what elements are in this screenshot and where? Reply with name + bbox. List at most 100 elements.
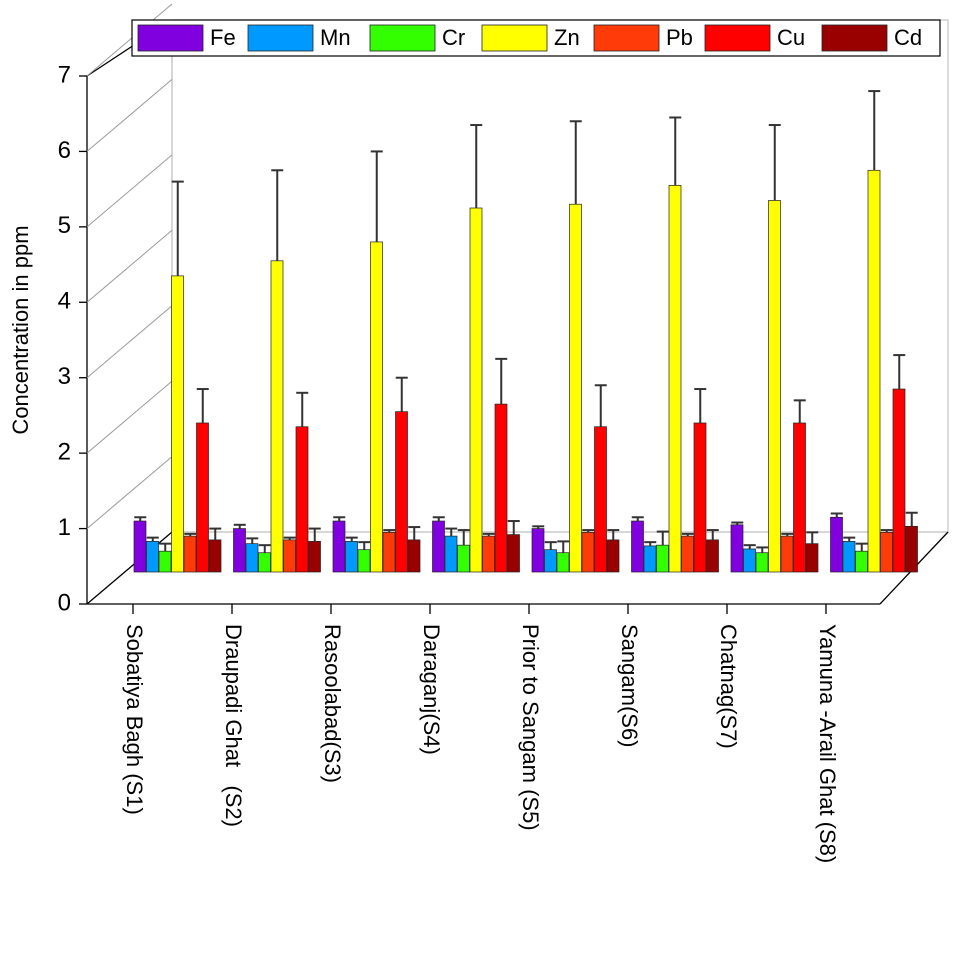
- category-label: Sobatiya Bagh (S1): [122, 624, 147, 815]
- category-label: Prior to Sangam (S5): [518, 624, 543, 831]
- bar-zn: [867, 169, 881, 573]
- bar-cr: [656, 544, 669, 573]
- x-axis-ticks: [132, 604, 827, 614]
- category-label: Rasoolabad(S3): [320, 624, 345, 783]
- bar-cu: [793, 422, 806, 573]
- bar-fe: [432, 520, 445, 573]
- bar-cu: [196, 422, 209, 573]
- bar-cd: [805, 543, 819, 573]
- bar-cu: [395, 411, 408, 573]
- bar-cu: [892, 388, 906, 573]
- legend-swatch-fe: [137, 24, 204, 52]
- category-label: Daraganj(S4): [419, 624, 444, 755]
- bar-mn: [842, 541, 856, 573]
- bar-pb: [780, 535, 794, 573]
- bar-zn: [469, 207, 483, 573]
- bar-pb: [283, 539, 296, 573]
- bar-cr: [556, 552, 570, 573]
- legend-label-cr: Cr: [442, 25, 465, 50]
- bar-mn: [643, 545, 657, 573]
- category-label: Sangam(S6): [617, 624, 642, 748]
- bar-cd: [606, 539, 620, 573]
- legend-label-pb: Pb: [666, 25, 693, 50]
- y-tick-label: 3: [58, 363, 71, 390]
- bar-fe: [233, 528, 246, 573]
- bar-cr: [457, 544, 470, 573]
- gridline: [86, 154, 173, 228]
- legend-swatch-cd: [821, 24, 888, 52]
- bars-group: [133, 90, 918, 573]
- legend-swatch-cr: [369, 24, 436, 52]
- bar-pb: [183, 535, 197, 573]
- bar-pb: [880, 531, 893, 573]
- gridline: [86, 456, 173, 529]
- y-tick-label: 6: [58, 137, 71, 164]
- bar-pb: [681, 535, 694, 573]
- bar-mn: [345, 541, 358, 573]
- bar-cd: [507, 534, 520, 573]
- legend-label-cd: Cd: [894, 25, 922, 50]
- y-tick-label: 1: [58, 514, 71, 541]
- y-axis-title: Concentration in ppm: [8, 225, 33, 434]
- bar-cr: [357, 549, 371, 573]
- bar-zn: [171, 275, 184, 573]
- bar-mn: [743, 548, 756, 573]
- bar-fe: [133, 520, 147, 573]
- gridline: [86, 380, 173, 454]
- bar-fe: [332, 520, 346, 573]
- bar-cd: [706, 539, 719, 573]
- legend-label-cu: Cu: [777, 25, 805, 50]
- bar-cd: [308, 541, 321, 573]
- gridline: [86, 229, 173, 303]
- bar-cu: [295, 426, 309, 573]
- bar-pb: [581, 531, 595, 573]
- bar-zn: [370, 241, 383, 573]
- gridline: [86, 3, 173, 77]
- bar-cr: [158, 550, 172, 573]
- legend-label-zn: Zn: [554, 25, 580, 50]
- diagonal-gridlines: [86, 3, 173, 529]
- bar-mn: [444, 535, 458, 573]
- bar-fe: [631, 520, 644, 573]
- bar-cr: [855, 550, 868, 573]
- bar-cu: [494, 403, 508, 573]
- gridline: [86, 79, 173, 152]
- bar-mn: [146, 541, 159, 573]
- y-tick-label: 4: [58, 288, 71, 315]
- bar-cr: [755, 552, 769, 573]
- category-labels: Sobatiya Bagh (S1) Draupadi Ghat (S2) Raso…: [122, 624, 840, 863]
- bar-pb: [382, 531, 396, 573]
- back-wall: [171, 19, 949, 533]
- bar-pb: [482, 535, 495, 573]
- bar-mn: [245, 543, 259, 573]
- bar-cu: [693, 422, 707, 573]
- legend-swatch-zn: [481, 24, 548, 52]
- category-label: Yamuna -Arail Ghat (S8): [815, 624, 840, 863]
- bar-mn: [544, 549, 557, 573]
- y-tick-label: 5: [58, 212, 71, 239]
- chart-frame: [86, 19, 949, 605]
- bar-cd: [905, 525, 918, 573]
- bar-fe: [830, 516, 843, 573]
- bar-fe: [531, 528, 545, 573]
- bar-zn: [768, 200, 781, 573]
- category-label: Chatnag(S7): [716, 624, 741, 749]
- bar-zn: [270, 260, 284, 573]
- y-axis-ticks: 0 1 2 3 4 5 6 7: [58, 61, 87, 616]
- legend-label-fe: Fe: [210, 25, 236, 50]
- bar-cd: [208, 539, 222, 573]
- category-label: Draupadi Ghat (S2): [221, 624, 246, 827]
- legend-swatch-cu: [704, 24, 771, 52]
- bar-fe: [730, 524, 744, 573]
- bar-zn: [668, 185, 682, 573]
- gridline: [86, 305, 173, 379]
- y-tick-label: 2: [58, 438, 71, 465]
- legend-label-mn: Mn: [320, 25, 351, 50]
- y-tick-label: 7: [58, 61, 71, 88]
- y-tick-label: 0: [58, 589, 71, 616]
- bar-cu: [594, 426, 607, 573]
- bar-cd: [407, 539, 421, 573]
- bar-zn: [569, 203, 582, 573]
- legend-swatch-pb: [593, 24, 660, 52]
